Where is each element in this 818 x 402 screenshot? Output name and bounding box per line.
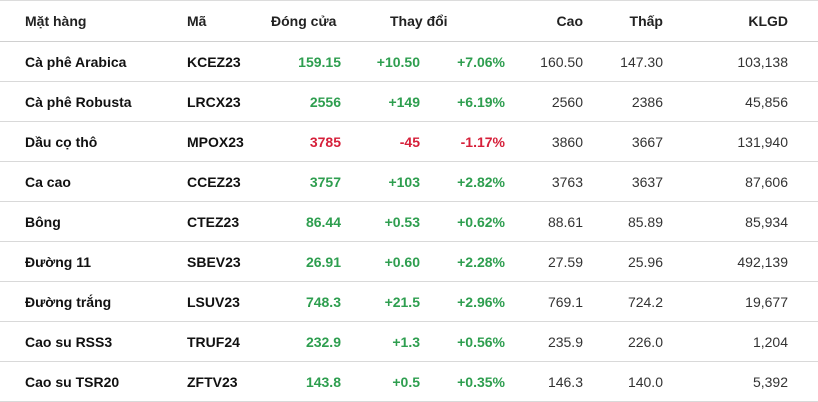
header-volume: KLGD: [748, 13, 788, 29]
header-name: Mặt hàng: [25, 13, 87, 29]
change-value: +103: [388, 174, 420, 190]
commodity-code: MPOX23: [187, 134, 244, 150]
change-value: +0.53: [384, 214, 420, 230]
low-price: 724.2: [627, 294, 663, 310]
low-price: 2386: [631, 94, 663, 110]
high-price: 769.1: [547, 294, 583, 310]
header-code: Mã: [187, 13, 207, 29]
commodity-name: Cà phê Arabica: [25, 54, 127, 70]
high-price: 2560: [551, 94, 583, 110]
table-row: Đường 11 SBEV23 26.91 +0.60 +2.28% 27.59…: [0, 241, 818, 282]
close-price: 143.8: [305, 374, 341, 390]
table-row: Cà phê Robusta LRCX23 2556 +149 +6.19% 2…: [0, 81, 818, 122]
table-row: Cà phê Arabica KCEZ23 159.15 +10.50 +7.0…: [0, 41, 818, 82]
change-percent: +2.82%: [457, 174, 505, 190]
header-low: Thấp: [629, 13, 663, 29]
trading-volume: 1,204: [752, 334, 788, 350]
commodity-code: CCEZ23: [187, 174, 241, 190]
close-price: 159.15: [298, 54, 341, 70]
trading-volume: 85,934: [745, 214, 788, 230]
change-percent: -1.17%: [460, 134, 505, 150]
table-row: Cao su RSS3 TRUF24 232.9 +1.3 +0.56% 235…: [0, 321, 818, 362]
close-price: 748.3: [305, 294, 341, 310]
change-value: +0.60: [384, 254, 420, 270]
header-close: Đóng cửa: [271, 13, 337, 29]
trading-volume: 103,138: [737, 54, 788, 70]
table-row: Đường trắng LSUV23 748.3 +21.5 +2.96% 76…: [0, 281, 818, 322]
table-row: Dầu cọ thô MPOX23 3785 -45 -1.17% 3860 3…: [0, 121, 818, 162]
commodity-name: Cao su RSS3: [25, 334, 113, 350]
trading-volume: 45,856: [745, 94, 788, 110]
high-price: 88.61: [547, 214, 583, 230]
commodity-code: CTEZ23: [187, 214, 240, 230]
change-value: +10.50: [376, 54, 420, 70]
change-percent: +0.35%: [457, 374, 505, 390]
low-price: 147.30: [620, 54, 663, 70]
table-row: Ca cao CCEZ23 3757 +103 +2.82% 3763 3637…: [0, 161, 818, 202]
change-value: +1.3: [392, 334, 420, 350]
high-price: 3860: [551, 134, 583, 150]
trading-volume: 492,139: [737, 254, 788, 270]
low-price: 3637: [631, 174, 663, 190]
commodity-name: Cà phê Robusta: [25, 94, 132, 110]
change-value: +21.5: [384, 294, 420, 310]
close-price: 86.44: [305, 214, 341, 230]
change-percent: +2.28%: [457, 254, 505, 270]
change-percent: +0.62%: [457, 214, 505, 230]
close-price: 2556: [309, 94, 341, 110]
header-high: Cao: [556, 13, 583, 29]
change-percent: +6.19%: [457, 94, 505, 110]
header-change: Thay đổi: [390, 13, 448, 29]
commodity-name: Dầu cọ thô: [25, 134, 98, 150]
commodity-name: Ca cao: [25, 174, 71, 190]
change-value: +0.5: [392, 374, 420, 390]
high-price: 146.3: [547, 374, 583, 390]
low-price: 3667: [631, 134, 663, 150]
close-price: 3757: [309, 174, 341, 190]
high-price: 3763: [551, 174, 583, 190]
trading-volume: 131,940: [737, 134, 788, 150]
low-price: 226.0: [627, 334, 663, 350]
table-header: Mặt hàng Mã Đóng cửa Thay đổi Cao Thấp K…: [0, 0, 818, 42]
commodity-code: SBEV23: [187, 254, 241, 270]
commodity-name: Bông: [25, 214, 61, 230]
change-value: -45: [399, 134, 420, 150]
table-row: Bông CTEZ23 86.44 +0.53 +0.62% 88.61 85.…: [0, 201, 818, 242]
close-price: 26.91: [305, 254, 341, 270]
high-price: 27.59: [547, 254, 583, 270]
trading-volume: 19,677: [745, 294, 788, 310]
commodity-name: Đường trắng: [25, 294, 112, 310]
close-price: 232.9: [305, 334, 341, 350]
low-price: 85.89: [627, 214, 663, 230]
low-price: 25.96: [627, 254, 663, 270]
high-price: 160.50: [540, 54, 583, 70]
commodity-code: KCEZ23: [187, 54, 241, 70]
close-price: 3785: [309, 134, 341, 150]
commodity-code: TRUF24: [187, 334, 240, 350]
high-price: 235.9: [547, 334, 583, 350]
trading-volume: 5,392: [752, 374, 788, 390]
change-percent: +2.96%: [457, 294, 505, 310]
change-percent: +0.56%: [457, 334, 505, 350]
top-divider: [0, 0, 818, 1]
low-price: 140.0: [627, 374, 663, 390]
change-percent: +7.06%: [457, 54, 505, 70]
commodity-name: Đường 11: [25, 254, 91, 270]
commodity-name: Cao su TSR20: [25, 374, 120, 390]
commodity-code: ZFTV23: [187, 374, 238, 390]
commodity-code: LRCX23: [187, 94, 241, 110]
table-row: Cao su TSR20 ZFTV23 143.8 +0.5 +0.35% 14…: [0, 361, 818, 402]
change-value: +149: [388, 94, 420, 110]
trading-volume: 87,606: [745, 174, 788, 190]
commodity-code: LSUV23: [187, 294, 240, 310]
